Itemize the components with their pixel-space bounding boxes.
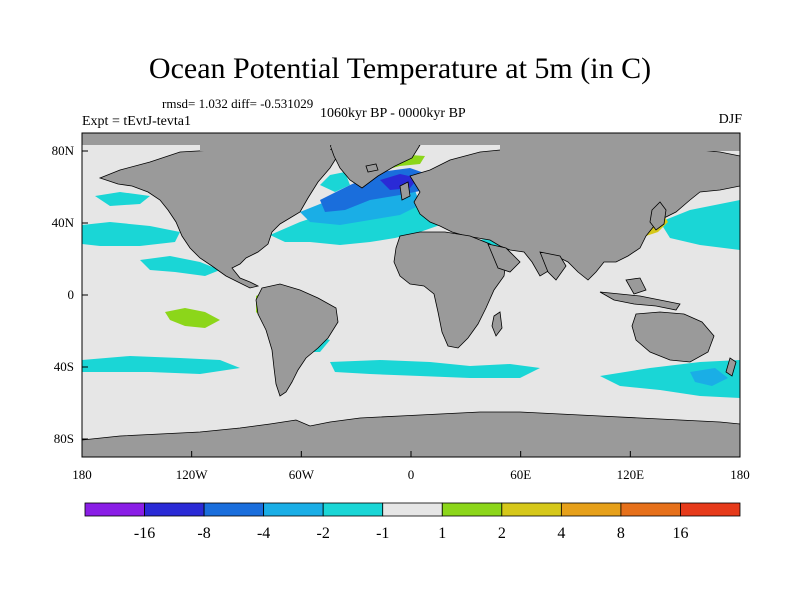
- x-tick-label: 180: [730, 467, 750, 482]
- anomaly-north-pacific-upper: [95, 192, 150, 206]
- colorbar-label: 16: [672, 525, 688, 542]
- land-britain: [399, 181, 411, 201]
- season-label: DJF: [718, 112, 742, 127]
- map-title: Ocean Potential Temperature at 5m (in C): [148, 52, 652, 85]
- land-new-zealand: [725, 357, 737, 377]
- x-tick-label: 0: [408, 467, 415, 482]
- arctic-ice-canada: [200, 145, 330, 151]
- land-borneo: [625, 277, 647, 295]
- x-tick-label: 180: [72, 467, 92, 482]
- colorbar-label: -16: [134, 525, 155, 542]
- anomaly-southern-ocean-pacific: [82, 356, 240, 374]
- x-tick-label: 60W: [289, 467, 315, 482]
- land-indonesia: [599, 291, 681, 311]
- y-tick-label: 0: [68, 287, 75, 302]
- colorbar-swatch: [620, 502, 681, 517]
- land-india: [539, 251, 567, 281]
- map-content: [82, 133, 740, 457]
- colorbar-swatch: [382, 502, 443, 517]
- x-tick-label: 60E: [510, 467, 531, 482]
- colorbar-label: 4: [557, 525, 565, 542]
- sea-ice-layer: [82, 133, 740, 151]
- x-tick-label: 120W: [176, 467, 209, 482]
- anomaly-southern-ocean-indian: [600, 360, 740, 398]
- anomaly-north-pacific-east: [660, 200, 740, 250]
- arctic-ice-siberia: [500, 145, 740, 151]
- land-layer: [82, 139, 740, 457]
- colorbar-swatch: [501, 502, 562, 517]
- colorbar-swatch: [144, 502, 205, 517]
- colorbar-swatch: [560, 502, 622, 517]
- rmsd-diff-stats: rmsd= 1.032 diff= -0.531029: [162, 96, 314, 111]
- land-south-america: [255, 283, 339, 397]
- anomaly-tasman: [690, 368, 728, 386]
- land-africa: [393, 231, 507, 349]
- axes: 180 120W 60W 0 60E 120E 180 80N 40N 0 40S 80S: [52, 143, 750, 482]
- y-tick-label: 80N: [52, 143, 75, 158]
- anomaly-labrador: [320, 172, 350, 192]
- land-arabia: [487, 243, 521, 273]
- y-tick-label: 40N: [52, 215, 75, 230]
- land-antarctica: [82, 411, 740, 457]
- colorbar-swatch: [263, 502, 324, 517]
- colorbar-label: -4: [257, 525, 270, 542]
- land-iceland: [365, 163, 379, 173]
- colorbar-swatch: [441, 502, 503, 517]
- colorbar-label: 1: [438, 525, 446, 542]
- colorbar-label: -1: [376, 525, 389, 542]
- land-japan: [649, 201, 667, 231]
- anomaly-southern-ocean-atlantic: [330, 360, 540, 378]
- x-tick-label: 120E: [617, 467, 645, 482]
- colorbar-swatch: [203, 502, 265, 517]
- y-tick-label: 40S: [54, 359, 74, 374]
- colorbar-swatch: [680, 502, 741, 517]
- colorbar-label: 2: [498, 525, 506, 542]
- colorbar-label: -2: [317, 525, 330, 542]
- experiment-label: Expt = tEvtJ-tevta1: [82, 114, 191, 129]
- anomaly-north-pacific-west: [82, 222, 180, 246]
- arctic-ice: [82, 133, 740, 145]
- time-period: 1060kyr BP - 0000kyr BP: [320, 106, 466, 121]
- colorbar-swatch: [322, 502, 384, 517]
- y-tick-label: 80S: [54, 431, 74, 446]
- colorbar-label: -8: [197, 525, 210, 542]
- colorbar: -16 -8 -4 -2 -1 1 2 4 8 16: [84, 502, 741, 542]
- colorbar-label: 8: [617, 525, 625, 542]
- anomaly-east-pacific-warm: [165, 308, 220, 328]
- anomaly-tropical-pacific-cool: [140, 256, 220, 276]
- land-madagascar: [491, 311, 503, 337]
- colorbar-swatch: [84, 502, 145, 517]
- land-australia: [631, 311, 715, 363]
